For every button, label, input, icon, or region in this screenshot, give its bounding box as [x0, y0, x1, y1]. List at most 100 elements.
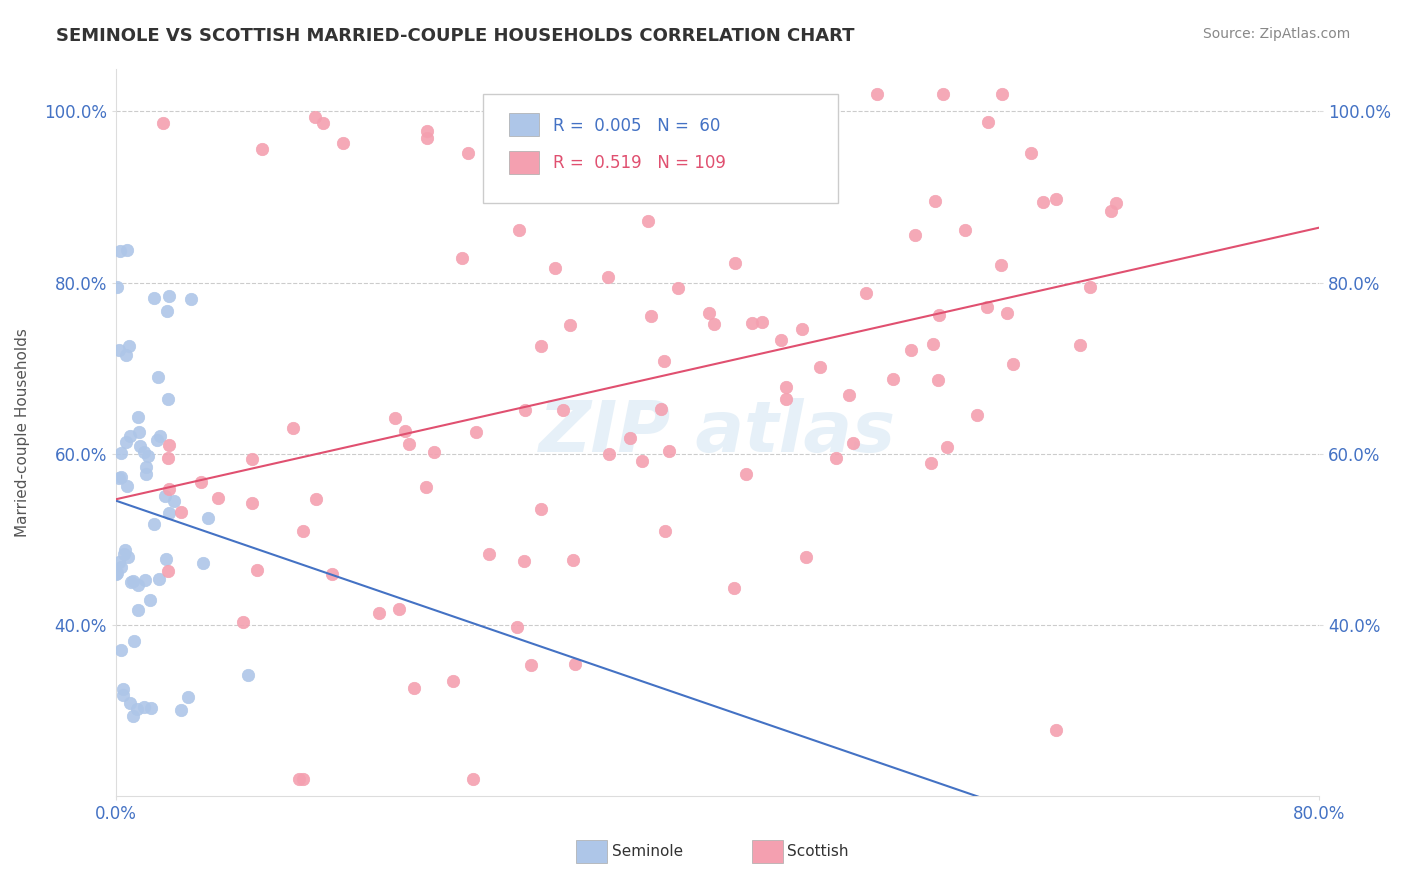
Point	[935, 441, 957, 455]
Point	[139, 701, 162, 715]
Point	[142, 517, 165, 532]
Point	[699, 306, 721, 320]
Point	[157, 288, 180, 302]
Point	[841, 436, 863, 450]
Point	[775, 392, 797, 407]
Point	[368, 606, 391, 620]
Point	[530, 502, 553, 516]
Text: SEMINOLE VS SCOTTISH MARRIED-COUPLE HOUSEHOLDS CORRELATION CHART: SEMINOLE VS SCOTTISH MARRIED-COUPLE HOUS…	[56, 27, 855, 45]
Point	[508, 223, 530, 237]
Point	[304, 110, 326, 124]
Point	[976, 300, 998, 314]
Point	[966, 408, 988, 422]
Point	[120, 696, 142, 710]
Point	[1105, 196, 1128, 211]
Text: ZIP atlas: ZIP atlas	[538, 398, 896, 467]
Point	[115, 434, 138, 449]
Point	[107, 343, 129, 358]
Text: R =  0.519   N = 109: R = 0.519 N = 109	[553, 153, 725, 171]
Point	[991, 87, 1014, 102]
Point	[246, 563, 269, 577]
Point	[723, 581, 745, 595]
Point	[125, 702, 148, 716]
Point	[1099, 203, 1122, 218]
Point	[450, 251, 472, 265]
Point	[127, 578, 149, 592]
Point	[240, 451, 263, 466]
Point	[321, 566, 343, 581]
Point	[1032, 194, 1054, 209]
Point	[932, 87, 955, 102]
Point	[416, 130, 439, 145]
Point	[190, 475, 212, 490]
Point	[505, 620, 527, 634]
Point	[118, 339, 141, 353]
Point	[170, 505, 193, 519]
FancyBboxPatch shape	[482, 94, 838, 203]
Point	[751, 315, 773, 329]
Point	[108, 244, 131, 258]
Point	[132, 445, 155, 459]
Point	[157, 482, 180, 496]
Point	[513, 554, 536, 568]
Point	[152, 116, 174, 130]
Point	[561, 553, 583, 567]
Point	[457, 146, 479, 161]
Point	[232, 615, 254, 629]
Point	[855, 285, 877, 300]
Point	[865, 87, 887, 102]
Point	[156, 304, 179, 318]
Point	[134, 573, 156, 587]
Point	[770, 333, 793, 347]
Point	[105, 280, 128, 294]
Point	[143, 292, 166, 306]
Text: Scottish: Scottish	[787, 845, 849, 859]
Point	[461, 772, 484, 787]
Point	[1002, 357, 1025, 371]
Bar	[509, 151, 540, 174]
Y-axis label: Married-couple Households: Married-couple Households	[15, 328, 30, 537]
Point	[654, 524, 676, 538]
Point	[177, 690, 200, 704]
Point	[564, 657, 586, 672]
Point	[734, 467, 756, 481]
Point	[291, 772, 314, 787]
Point	[156, 451, 179, 466]
Point	[1019, 146, 1042, 161]
Point	[180, 293, 202, 307]
Point	[138, 593, 160, 607]
Point	[110, 643, 132, 657]
Point	[155, 552, 177, 566]
Point	[114, 542, 136, 557]
Point	[156, 392, 179, 407]
Point	[110, 470, 132, 484]
Point	[794, 549, 817, 564]
Point	[111, 682, 134, 697]
Point	[520, 657, 543, 672]
Point	[128, 425, 150, 440]
Point	[157, 565, 180, 579]
Point	[197, 511, 219, 525]
Point	[115, 479, 138, 493]
Point	[1078, 280, 1101, 294]
Point	[388, 602, 411, 616]
Point	[900, 343, 922, 357]
Point	[658, 443, 681, 458]
Point	[596, 269, 619, 284]
Point	[108, 471, 131, 485]
Point	[134, 467, 156, 482]
Point	[924, 194, 946, 208]
Point	[741, 316, 763, 330]
Text: Seminole: Seminole	[612, 845, 683, 859]
Point	[537, 116, 560, 130]
Point	[146, 433, 169, 447]
Point	[640, 309, 662, 323]
Point	[703, 317, 725, 331]
Point	[922, 337, 945, 351]
Point	[583, 117, 606, 131]
Bar	[509, 113, 540, 136]
Point	[416, 124, 439, 138]
Point	[136, 449, 159, 463]
Point	[904, 228, 927, 243]
Point	[120, 574, 142, 589]
